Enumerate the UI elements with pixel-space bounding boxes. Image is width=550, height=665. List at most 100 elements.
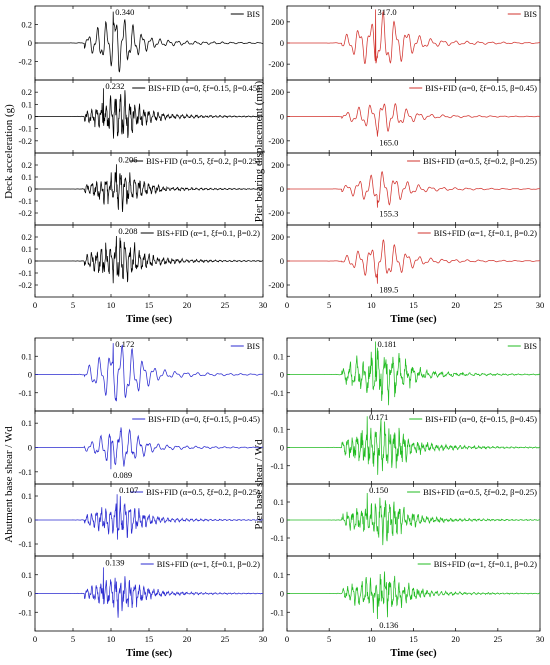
y-tick-label: 0.1	[21, 172, 32, 182]
panel: -0.1 0 0.1 BIS+FID (α=1, ξf=0.1, β=0.2) 0.13…	[271, 555, 541, 632]
y-tick-label: 0.1	[273, 351, 284, 361]
x-tick-label: 30	[259, 634, 268, 644]
x-tick-label: 0	[33, 634, 37, 644]
y-tick-label: 200	[271, 232, 284, 242]
y-tick-label: -0.2	[19, 208, 32, 218]
x-tick-label: 30	[536, 634, 545, 644]
x-axis-label: Time (sec)	[126, 648, 173, 659]
y-tick-label: 0	[28, 515, 32, 525]
y-tick-label: 0	[28, 38, 32, 48]
series-line	[35, 567, 264, 618]
y-tick-label: 0.1	[273, 570, 284, 580]
x-tick-label: 5	[71, 634, 75, 644]
series-line	[287, 571, 541, 620]
peak-annotation: 0.206	[118, 154, 137, 164]
legend-label: BIS+FID (α=0.5, ξf=0.2, β=0.25)	[423, 156, 537, 166]
peak-annotation: 165.0	[379, 138, 398, 148]
legend-label: BIS	[524, 9, 538, 19]
panel: -0.2 -0.1 0 0.1 0.2 BIS+FID (α=1, ξf=0.1, β=0…	[19, 224, 264, 298]
series-line	[287, 103, 540, 137]
y-tick-label: 0.2	[21, 20, 32, 30]
legend-label: BIS+FID (α=0, ξf=0.15, β=0.45)	[425, 414, 537, 424]
legend-label: BIS	[247, 341, 261, 351]
peak-annotation: 0.172	[115, 339, 134, 349]
panel: -0.1 0 0.1 BIS+FID (α=0.5, ξf=0.2, β=0.25) 0…	[271, 483, 541, 557]
peak-annotation: 0.232	[105, 81, 124, 91]
y-tick-label: 0.2	[21, 87, 32, 97]
y-tick-label: 0.1	[273, 497, 284, 507]
series-line	[35, 494, 263, 540]
x-tick-label: 15	[145, 634, 154, 644]
y-tick-label: -200	[268, 208, 284, 218]
y-tick-label: -0.2	[19, 280, 32, 290]
y-tick-label: 0	[280, 184, 284, 194]
x-tick-label: 20	[451, 634, 460, 644]
panel: -200 0 200 BIS 317.0	[268, 5, 541, 81]
y-tick-label: 0	[280, 256, 284, 266]
legend-label: BIS+FID (α=0, ξf=0.15, β=0.45)	[148, 83, 260, 93]
y-tick-label: -0.2	[19, 57, 32, 67]
y-axis-label: Pier bearing displacement (mm)	[253, 80, 265, 222]
series-line	[35, 235, 264, 284]
y-tick-label: 0.1	[21, 244, 32, 254]
y-tick-label: 0.1	[273, 424, 284, 434]
y-tick-label: -0.1	[19, 607, 32, 617]
x-axis-label: Time (sec)	[126, 314, 173, 325]
x-tick-label: 0	[285, 634, 289, 644]
legend-label: BIS+FID (α=1, ξf=0.1, β=0.2)	[434, 559, 537, 569]
chart-3: -0.1 0 0.1 BIS 0.172 -0.1 0 0.1 BIS+FID (α=0, ξf…	[3, 337, 268, 659]
y-tick-label: 0.1	[21, 570, 32, 580]
panel: -0.1 0 0.1 BIS+FID (α=0, ξf=0.15, β=0.45) 0.…	[19, 410, 264, 485]
legend-label: BIS+FID (α=0, ξf=0.15, β=0.45)	[148, 414, 260, 424]
panel: -0.2 -0.1 0 0.1 0.2 BIS+FID (α=0, ξf=0.15, β=…	[19, 79, 264, 154]
x-tick-label: 25	[221, 634, 230, 644]
y-tick-label: -0.1	[19, 388, 32, 398]
legend-label: BIS+FID (α=0.5, ξf=0.2, β=0.25)	[146, 487, 260, 497]
legend-label: BIS+FID (α=1, ξf=0.1, β=0.2)	[157, 559, 260, 569]
y-tick-label: 0	[28, 370, 32, 380]
y-tick-label: -0.1	[19, 268, 32, 278]
panel: -0.1 0 0.1 BIS+FID (α=1, ξf=0.1, β=0.2) 0.13…	[19, 555, 264, 632]
y-axis-label: Abutment base shear / Wd	[3, 426, 15, 543]
peak-annotation: 0.089	[113, 470, 132, 480]
y-tick-label: -0.1	[271, 388, 284, 398]
x-tick-label: 20	[183, 634, 192, 644]
legend-label: BIS+FID (α=0.5, ξf=0.2, β=0.25)	[423, 487, 537, 497]
legend-label: BIS	[247, 9, 261, 19]
panel: -200 0 200 BIS+FID (α=0.5, ξf=0.2, β=0.25) 1…	[268, 152, 541, 226]
series-line	[35, 343, 264, 402]
x-tick-label: 10	[107, 634, 116, 644]
series-line	[287, 9, 540, 64]
x-tick-label: 15	[145, 300, 154, 310]
y-tick-label: 0.1	[21, 99, 32, 109]
series-line	[287, 239, 540, 284]
y-tick-label: 0.1	[21, 491, 32, 501]
x-tick-label: 20	[451, 300, 460, 310]
peak-annotation: 0.107	[119, 485, 138, 495]
x-tick-label: 25	[221, 300, 230, 310]
y-tick-label: -200	[268, 280, 284, 290]
y-tick-label: 0	[28, 443, 32, 453]
x-tick-label: 10	[367, 634, 376, 644]
y-tick-label: -0.1	[271, 533, 284, 543]
panel: -0.1 0 0.1 BIS 0.172	[19, 337, 264, 412]
panel: -200 0 200 BIS+FID (α=0, ξf=0.15, β=0.45) 16…	[268, 79, 541, 154]
y-tick-label: -0.1	[271, 607, 284, 617]
peak-annotation: 0.181	[378, 339, 397, 349]
y-tick-label: 200	[271, 87, 284, 97]
x-tick-label: 25	[494, 300, 503, 310]
peak-annotation: 155.3	[379, 209, 398, 219]
y-tick-label: 0	[280, 443, 284, 453]
legend-label: BIS+FID (α=1, ξf=0.1, β=0.2)	[434, 228, 537, 238]
y-tick-label: 0.1	[21, 351, 32, 361]
x-tick-label: 15	[409, 634, 418, 644]
peak-annotation: 189.5	[379, 285, 398, 295]
x-tick-label: 0	[33, 300, 37, 310]
x-tick-label: 0	[285, 300, 289, 310]
panel: -0.1 0 0.1 BIS 0.181	[271, 337, 541, 412]
y-axis-label: Pier base shear / Wd	[253, 439, 265, 530]
x-axis-label: Time (sec)	[390, 314, 437, 325]
